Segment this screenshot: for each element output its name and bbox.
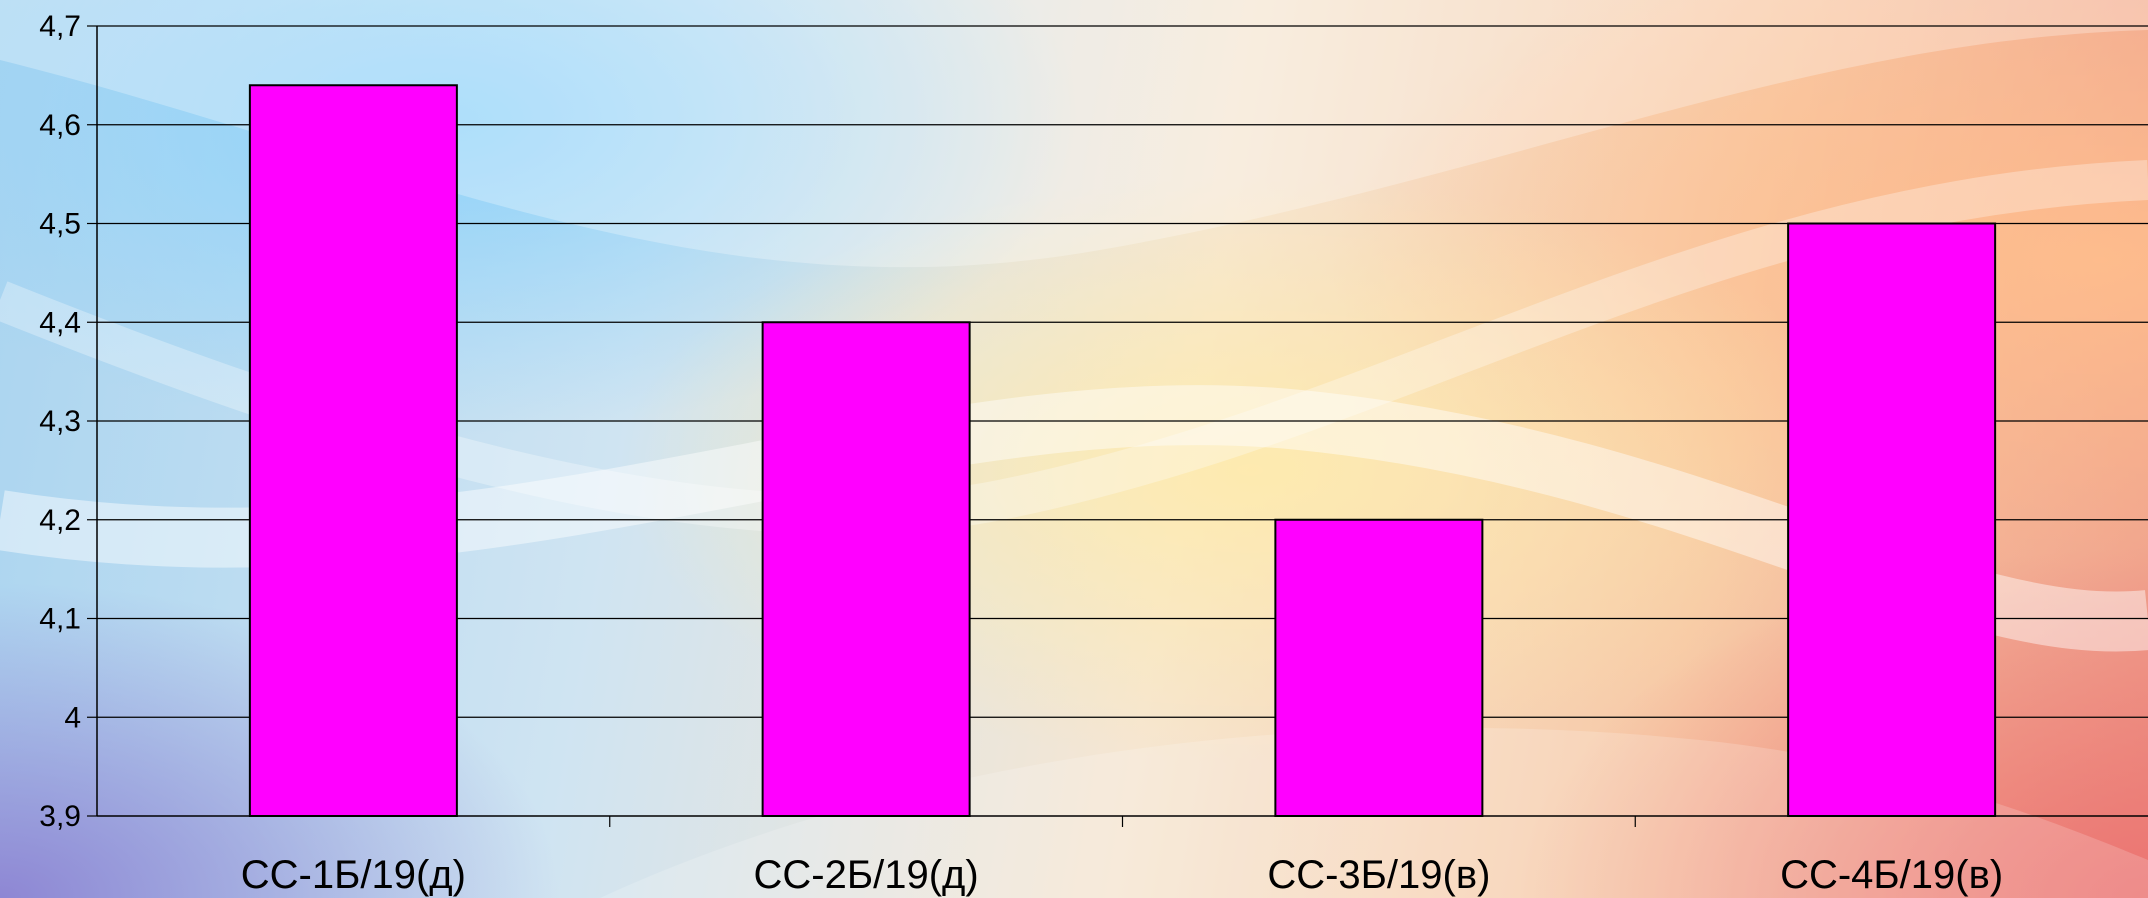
y-tick-label: 4,4 (39, 306, 81, 339)
x-axis-category-labels: СС-1Б/19(д) СС-2Б/19(д) СС-3Б/19(в) СС-4Б/1… (241, 853, 2003, 897)
y-tick-label: 4,7 (39, 10, 81, 43)
bar (248, 84, 458, 817)
x-category-label: СС-4Б/19(в) (1780, 853, 2003, 897)
y-tick-label: 4,6 (39, 109, 81, 142)
bar (1274, 518, 1484, 817)
y-tick-label: 3,9 (39, 800, 81, 833)
bars (248, 84, 1997, 817)
y-tick-label: 4,2 (39, 504, 81, 537)
y-tick-label: 4,5 (39, 208, 81, 241)
bar (1787, 222, 1997, 817)
x-category-label: СС-2Б/19(д) (754, 853, 979, 897)
axes (87, 25, 2148, 827)
y-tick-label: 4 (64, 701, 81, 734)
y-tick-label: 4,1 (39, 603, 81, 636)
y-tick-label: 4,3 (39, 405, 81, 438)
x-category-label: СС-1Б/19(д) (241, 853, 466, 897)
y-axis-tick-labels: 3,9 4 4,1 4,2 4,3 4,4 4,5 4,6 4,7 (39, 10, 81, 833)
bar (761, 321, 971, 817)
x-category-label: СС-3Б/19(в) (1267, 853, 1490, 897)
